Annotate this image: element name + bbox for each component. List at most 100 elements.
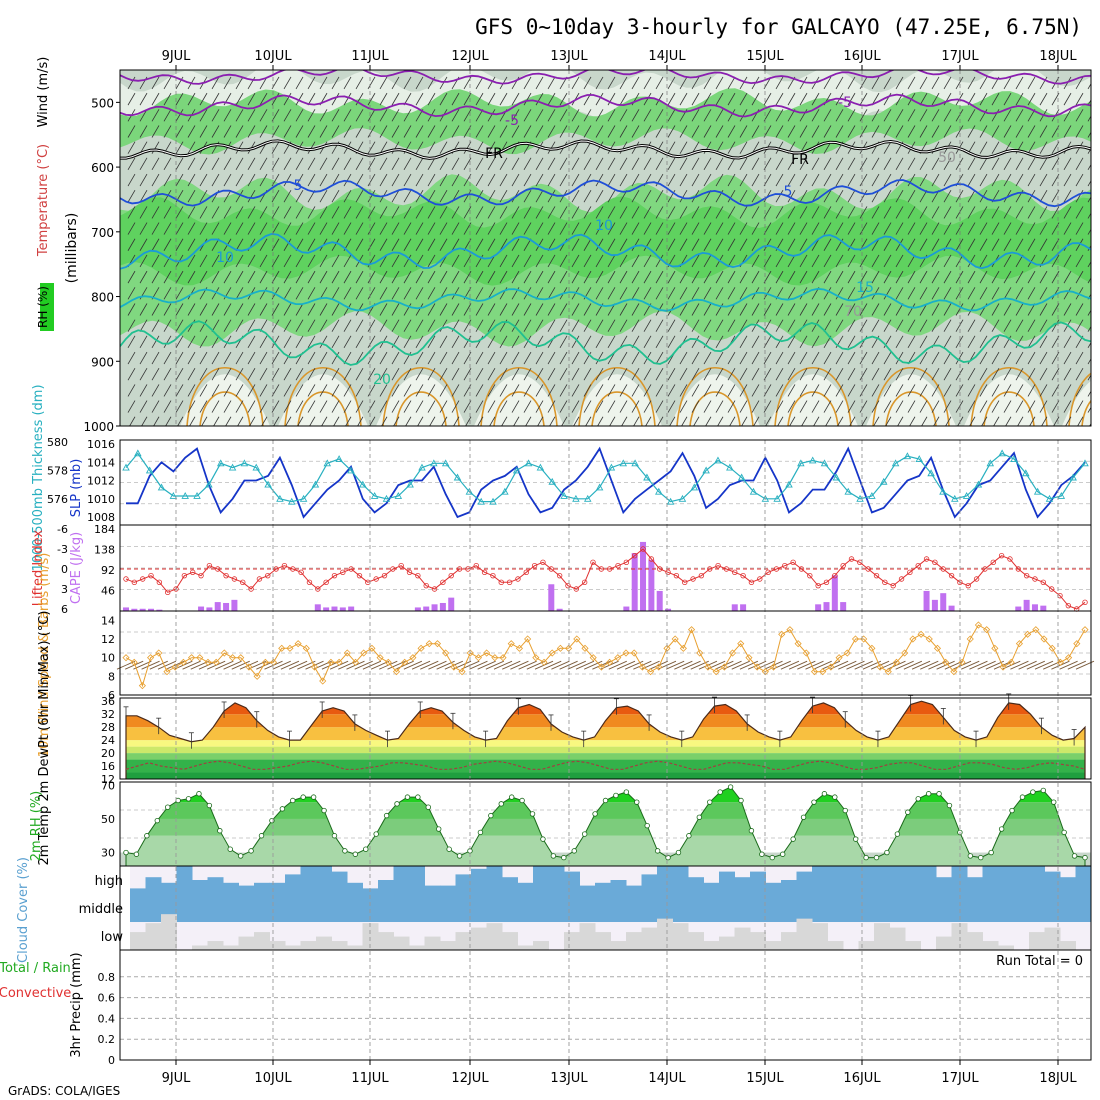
cloud-high-bar: [982, 866, 999, 894]
thickness-point: [903, 452, 912, 460]
wind-barb: [571, 270, 580, 284]
wind-barb: [235, 287, 244, 300]
wind-barb: [895, 222, 904, 235]
cape-bar: [656, 590, 663, 611]
wind-barb: [487, 190, 496, 203]
wind-barb: [1015, 400, 1024, 413]
cloud-low-overlay: [316, 936, 332, 950]
wind-barb: [991, 109, 1000, 122]
wind-barb: [211, 109, 220, 122]
wind-speed-point: [212, 658, 220, 666]
wind-barb: [943, 222, 952, 235]
rh-point: [842, 807, 848, 814]
wind-barb: [1063, 335, 1072, 349]
wind-barb: [835, 351, 844, 365]
lifted-index-point: [932, 559, 938, 566]
wind-barb: [175, 335, 184, 349]
wind-barb: [307, 351, 316, 365]
wind-barb: [439, 400, 448, 413]
wind-barb: [151, 222, 160, 235]
wind-barb: [895, 400, 904, 413]
surface-wind-barb: [1067, 660, 1086, 670]
cloud-middle-bar: [920, 894, 937, 922]
cape-bar: [148, 608, 155, 611]
wind-speed-point: [466, 649, 474, 657]
wind-barb: [451, 335, 460, 349]
wind-barb: [271, 206, 280, 219]
wind-barb: [163, 384, 172, 397]
wind-barb: [453, 416, 460, 426]
wind-barb: [691, 238, 700, 251]
wind-barb: [499, 351, 508, 365]
wind-barb: [487, 157, 496, 171]
wind-barb: [969, 416, 976, 426]
wind-speed-point: [474, 654, 483, 662]
wind-barb: [223, 157, 232, 171]
wind-barb: [379, 109, 388, 122]
wind-speed-point: [130, 658, 138, 666]
thickness-point: [299, 494, 308, 502]
wind-barb: [1075, 254, 1084, 268]
wind-barb: [751, 190, 760, 203]
rh-legend-swatch: [40, 283, 54, 331]
wind-barb: [223, 222, 232, 235]
wind-barb: [439, 125, 448, 138]
cloud-high-bar: [998, 866, 1014, 894]
surface-wind-barb: [428, 660, 447, 670]
cloud-low-overlay: [641, 927, 658, 950]
wind-barb: [943, 190, 952, 203]
wind-barb: [907, 303, 916, 316]
lifted-index-point: [606, 566, 613, 572]
wind-barb: [175, 157, 184, 171]
wind-barb: [139, 157, 148, 171]
thickness-point: [808, 456, 817, 464]
wind-barb: [475, 222, 484, 235]
wind-barb: [931, 400, 940, 413]
surface-wind-barb: [715, 660, 734, 670]
wind-barb: [439, 238, 448, 251]
wind-barb: [487, 238, 496, 251]
wind-barb: [283, 287, 292, 300]
wind-axis-label: Wind (m/s): [36, 57, 51, 128]
wind-barb: [307, 254, 316, 268]
cloud-low-overlay: [750, 932, 766, 950]
wind-barb: [355, 157, 364, 171]
wind-barb: [271, 190, 280, 203]
wind-barb: [451, 384, 460, 397]
wind-barb: [979, 351, 988, 365]
wind-barb: [235, 173, 244, 187]
wind-barb: [739, 351, 748, 365]
wind-barb: [859, 254, 868, 268]
wind-barb: [585, 416, 592, 426]
wind-barb: [211, 173, 220, 187]
wind-barb: [739, 141, 748, 154]
wind-barb: [175, 222, 184, 235]
wind-barb: [955, 400, 964, 413]
wind-barb: [139, 92, 148, 106]
rh-point: [978, 854, 984, 861]
cloud-middle-bar: [362, 894, 379, 922]
cloud-high-bar: [393, 866, 410, 894]
wind-barb: [559, 335, 568, 349]
wind-speed-point: [261, 658, 269, 666]
wind-barb: [859, 270, 868, 284]
wind-barb: [571, 109, 580, 122]
wind-barb: [775, 351, 784, 365]
wind-barb: [691, 303, 700, 316]
surface-wind-barb: [854, 660, 873, 670]
wind-barb: [955, 368, 964, 381]
wind-barb: [655, 141, 664, 154]
wind-barb: [595, 384, 604, 397]
contour-label: -5: [838, 95, 852, 111]
wind-barb: [355, 368, 364, 381]
wind-barb: [295, 92, 304, 106]
wind-barb: [789, 416, 796, 426]
wind-speed-point: [1081, 626, 1089, 634]
wind-barb: [607, 92, 616, 106]
wind-barb: [715, 125, 724, 138]
wind-barb: [547, 125, 556, 138]
top-day-label: 12JUL: [451, 49, 489, 64]
wind-barb: [679, 287, 688, 300]
cape-bar: [214, 602, 221, 611]
thickness-point: [323, 459, 332, 467]
